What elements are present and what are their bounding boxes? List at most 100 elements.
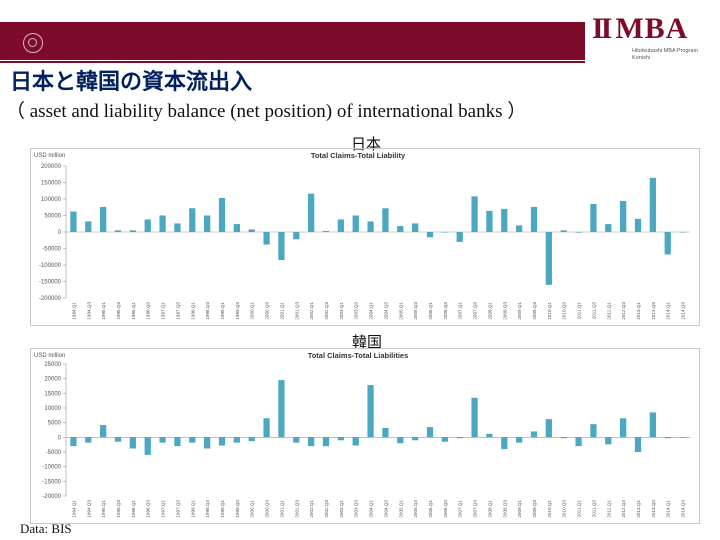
japan-bar (590, 203, 597, 232)
japan-xtick-label: 1995.Q3 (116, 302, 121, 320)
japan-bar (412, 223, 419, 232)
korea-xtick-label: 2002.Q1 (309, 500, 314, 518)
japan-xtick-label: 2003.Q1 (339, 302, 344, 320)
japan-xtick-label: 2005.Q3 (413, 302, 418, 320)
korea-xtick-label: 2010.Q3 (562, 500, 567, 518)
japan-bar (679, 232, 686, 233)
japan-bar (471, 196, 478, 232)
korea-xtick-label: 1998.Q1 (190, 500, 195, 518)
korea-xtick-label: 1997.Q1 (161, 500, 166, 518)
japan-unit-label: USD million (34, 153, 65, 159)
japan-bar (426, 232, 434, 238)
korea-ytick-label: 10000 (44, 406, 61, 412)
header-rule (0, 61, 720, 63)
korea-xtick-label: 1999.Q1 (220, 500, 225, 518)
japan-bar (649, 177, 656, 232)
japan-xtick-label: 2008.Q1 (487, 302, 492, 320)
japan-bar (560, 230, 567, 232)
korea-bar (114, 437, 122, 442)
korea-bar (189, 437, 196, 443)
korea-bar-chart: USD million Total Claims-Total Liabilitie… (30, 348, 700, 524)
korea-xtick-label: 2007.Q3 (473, 500, 478, 518)
korea-bar (471, 397, 478, 438)
japan-xtick-label: 2007.Q1 (458, 302, 463, 320)
japan-bar (486, 210, 493, 232)
korea-bar (308, 437, 315, 447)
japan-xtick-label: 2002.Q1 (309, 302, 314, 320)
korea-xtick-label: 2004.Q1 (369, 500, 374, 518)
korea-xtick-label: 2013.Q1 (636, 500, 641, 518)
korea-xtick-label: 1996.Q1 (131, 500, 136, 518)
korea-unit-label: USD million (34, 353, 65, 359)
japan-xtick-label: 2000.Q3 (265, 302, 270, 320)
korea-bar (605, 437, 612, 445)
japan-xtick-label: 2000.Q1 (250, 302, 255, 320)
korea-xtick-label: 2011.Q1 (577, 500, 582, 518)
japan-ytick-label: 0 (58, 230, 62, 236)
japan-xtick-label: 1996.Q3 (146, 302, 151, 320)
japan-ytick-label: -200000 (39, 296, 62, 302)
korea-xtick-label: 1994.Q1 (71, 500, 76, 518)
korea-bar (322, 437, 330, 447)
logo-subline-2: Konishi (632, 55, 651, 61)
korea-bar (664, 437, 671, 439)
japan-bar (218, 198, 226, 232)
japan-xtick-label: 1998.Q1 (190, 302, 195, 320)
seal-inner-ring (28, 38, 37, 47)
japan-ytick-label: 50000 (44, 214, 61, 220)
korea-bar (530, 431, 538, 438)
korea-bar (248, 437, 255, 442)
korea-xtick-label: 2013.Q3 (651, 500, 656, 518)
korea-ytick-label: -15000 (42, 479, 61, 485)
korea-ytick-label: 5000 (48, 421, 62, 427)
japan-ytick-label: 200000 (41, 164, 62, 170)
slide-subtitle: （ asset and liability balance (net posit… (6, 101, 527, 122)
korea-bar (516, 437, 523, 443)
korea-xtick-label: 1998.Q3 (205, 500, 210, 518)
japan-xtick-label: 2003.Q3 (354, 302, 359, 320)
japan-xtick-label: 2012.Q3 (621, 302, 626, 320)
japan-bar (322, 231, 330, 232)
korea-bar (100, 425, 107, 438)
japan-bar (278, 232, 285, 261)
japan-bar (501, 208, 508, 232)
japan-bar (144, 219, 151, 232)
korea-xtick-label: 2002.Q3 (324, 500, 329, 518)
korea-bar (501, 437, 508, 450)
korea-bar (159, 437, 166, 443)
japan-bar (664, 232, 671, 255)
korea-bar (412, 437, 419, 441)
logo-ii: II (592, 12, 612, 45)
korea-xtick-label: 2009.Q1 (517, 500, 522, 518)
korea-xtick-label: 2010.Q1 (547, 500, 552, 518)
japan-bar (530, 206, 538, 232)
japan-ytick-label: -150000 (39, 280, 62, 286)
data-source: Data: BIS (20, 521, 72, 536)
japan-xtick-label: 2011.Q1 (577, 302, 582, 320)
japan-bar (129, 230, 136, 232)
korea-bar (337, 437, 344, 441)
japan-bar (382, 208, 389, 232)
japan-xtick-label: 2009.Q3 (532, 302, 537, 320)
japan-bar (575, 232, 582, 233)
japan-chart-title: Total Claims-Total Liability (311, 151, 406, 160)
korea-xtick-label: 1994.Q3 (86, 500, 91, 518)
japan-xtick-label: 2010.Q3 (562, 302, 567, 320)
korea-xtick-label: 2000.Q3 (265, 500, 270, 518)
japan-bar (204, 215, 211, 232)
japan-xtick-label: 1999.Q1 (220, 302, 225, 320)
korea-bar (278, 380, 285, 438)
korea-bar (545, 419, 552, 438)
japan-ytick-label: -100000 (39, 263, 62, 269)
korea-xtick-label: 2006.Q3 (443, 500, 448, 518)
japan-xtick-label: 2014.Q1 (666, 302, 671, 320)
korea-chart-title: Total Claims-Total Liabilities (308, 351, 409, 360)
japan-xtick-label: 1999.Q3 (235, 302, 240, 320)
korea-xtick-label: 2005.Q1 (398, 500, 403, 518)
korea-xtick-label: 2009.Q3 (532, 500, 537, 518)
korea-bar (679, 437, 686, 438)
korea-xtick-label: 1997.Q3 (175, 500, 180, 518)
japan-bar (100, 206, 107, 232)
slide-title: 日本と韓国の資本流出入 (10, 70, 253, 95)
japan-bar (114, 230, 122, 232)
